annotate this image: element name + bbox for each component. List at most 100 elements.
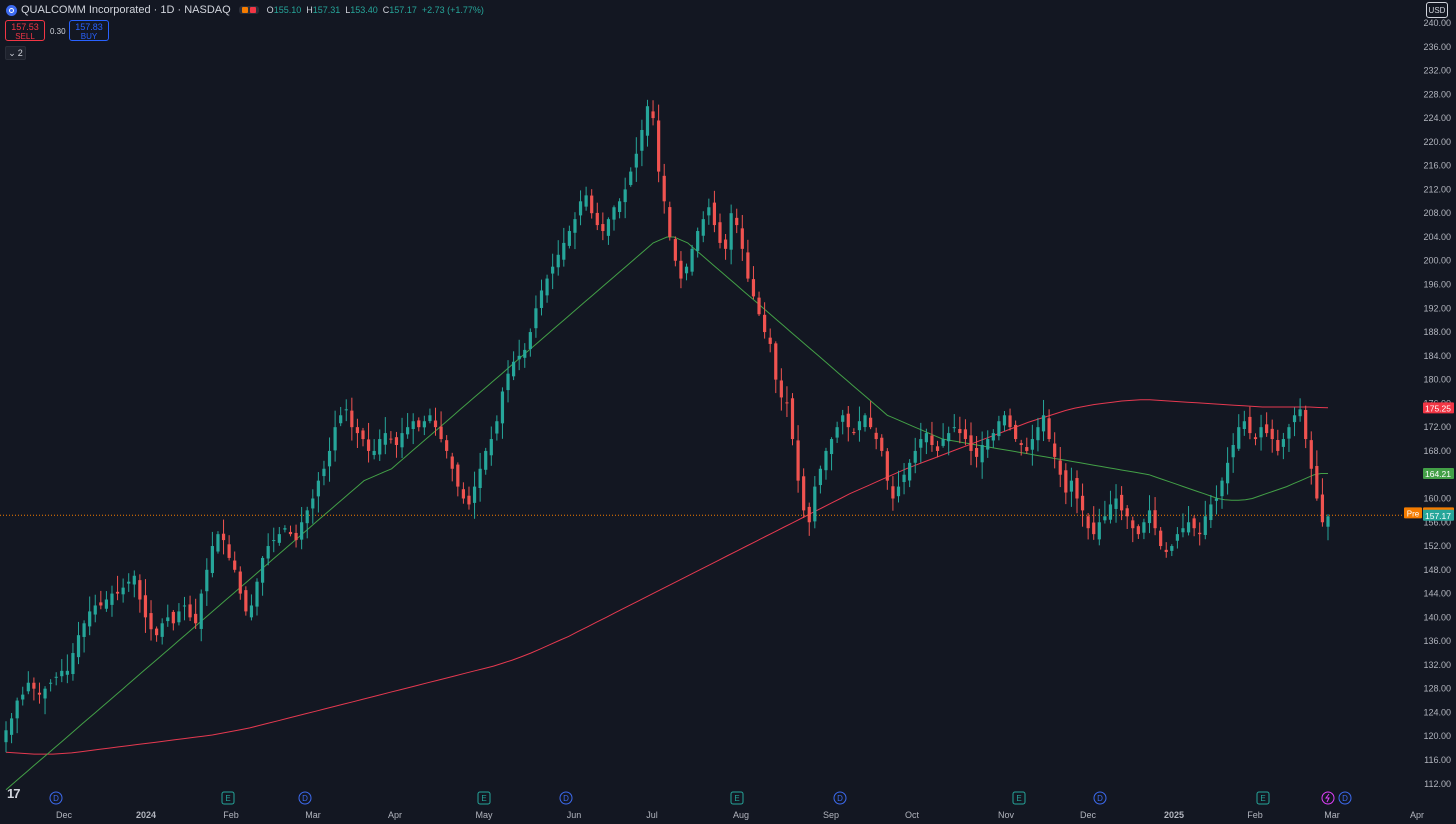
candle[interactable]	[32, 677, 36, 701]
candle[interactable]	[690, 244, 694, 276]
candle[interactable]	[1276, 429, 1280, 456]
candle[interactable]	[411, 413, 415, 445]
dividend-marker[interactable]: D	[1338, 791, 1352, 805]
candle[interactable]	[1304, 405, 1308, 449]
candle[interactable]	[1209, 495, 1213, 528]
candle[interactable]	[1326, 514, 1330, 541]
candle[interactable]	[210, 531, 214, 578]
candle[interactable]	[1047, 409, 1051, 442]
candle[interactable]	[88, 596, 92, 636]
candle[interactable]	[467, 486, 471, 510]
candle[interactable]	[1114, 484, 1118, 523]
candle[interactable]	[573, 212, 577, 250]
candle[interactable]	[601, 212, 605, 241]
candle[interactable]	[986, 430, 990, 458]
candle[interactable]	[835, 421, 839, 443]
time-axis[interactable]: Dec 2024 Feb Mar Apr May Jun Jul Aug Sep Oct Nov Dec…	[56, 810, 1424, 820]
candle[interactable]	[37, 682, 42, 704]
candle[interactable]	[339, 406, 343, 427]
candle[interactable]	[495, 415, 499, 441]
candle[interactable]	[316, 472, 320, 513]
candle[interactable]	[662, 163, 666, 214]
candle[interactable]	[311, 489, 315, 524]
candle[interactable]	[333, 410, 337, 462]
candle[interactable]	[115, 575, 120, 601]
candle[interactable]	[417, 417, 421, 432]
candle[interactable]	[1237, 414, 1241, 451]
candle[interactable]	[885, 448, 889, 490]
candle[interactable]	[383, 417, 387, 455]
candle[interactable]	[701, 211, 705, 243]
candle[interactable]	[1147, 495, 1152, 534]
candle[interactable]	[344, 399, 348, 422]
candle[interactable]	[824, 447, 828, 480]
candle[interactable]	[1231, 433, 1235, 473]
candle[interactable]	[43, 686, 47, 715]
candle[interactable]	[556, 240, 560, 276]
indicators-toggle[interactable]: ⌄ 2	[5, 46, 26, 60]
candle[interactable]	[15, 697, 19, 734]
candle[interactable]	[1309, 431, 1313, 485]
candle[interactable]	[1220, 477, 1224, 509]
candle[interactable]	[1136, 524, 1140, 539]
buy-button[interactable]: 157.83 BUY	[69, 20, 109, 41]
candle[interactable]	[428, 408, 432, 424]
candle[interactable]	[445, 435, 449, 459]
sell-button[interactable]: 157.53 SELL	[5, 20, 45, 41]
candle[interactable]	[952, 414, 956, 433]
candle[interactable]	[1159, 527, 1163, 550]
candle[interactable]	[110, 585, 114, 617]
candle[interactable]	[1041, 399, 1046, 442]
candle[interactable]	[629, 167, 633, 187]
candle[interactable]	[997, 415, 1001, 441]
candle[interactable]	[93, 594, 97, 623]
candle[interactable]	[634, 137, 638, 182]
candle[interactable]	[160, 618, 164, 645]
candle[interactable]	[668, 201, 672, 241]
candle[interactable]	[143, 579, 148, 633]
candle[interactable]	[60, 659, 64, 683]
candle[interactable]	[640, 119, 644, 167]
candle[interactable]	[696, 227, 700, 258]
candle[interactable]	[1080, 483, 1085, 527]
symbol-header[interactable]: QUALCOMM Incorporated · 1D · NASDAQ O155…	[6, 3, 489, 17]
symbol-title[interactable]: QUALCOMM Incorporated · 1D · NASDAQ	[21, 4, 231, 16]
candle[interactable]	[205, 558, 209, 606]
candle[interactable]	[852, 428, 856, 436]
candle[interactable]	[779, 368, 783, 411]
candle[interactable]	[104, 591, 109, 612]
candle[interactable]	[238, 566, 242, 600]
candle[interactable]	[65, 654, 69, 684]
candle[interactable]	[891, 476, 895, 511]
candles[interactable]	[4, 99, 1330, 753]
candle[interactable]	[233, 551, 237, 573]
earnings-marker[interactable]: E	[730, 791, 744, 805]
candle[interactable]	[300, 507, 304, 550]
candle[interactable]	[1253, 433, 1258, 446]
candle[interactable]	[132, 570, 136, 598]
candle[interactable]	[1265, 412, 1269, 437]
candle[interactable]	[266, 533, 270, 566]
candle[interactable]	[673, 236, 677, 267]
candle[interactable]	[1103, 500, 1107, 524]
candle[interactable]	[1164, 542, 1168, 558]
dividend-marker[interactable]: D	[833, 791, 847, 805]
candle[interactable]	[272, 527, 276, 553]
candle[interactable]	[389, 431, 393, 444]
candle[interactable]	[645, 99, 650, 147]
candle[interactable]	[796, 425, 800, 493]
currency-selector[interactable]: USD	[1426, 2, 1448, 18]
candle[interactable]	[461, 482, 466, 504]
candle[interactable]	[121, 578, 125, 603]
candle[interactable]	[355, 418, 360, 448]
candle[interactable]	[472, 471, 477, 519]
candle[interactable]	[935, 440, 940, 458]
candle[interactable]	[930, 421, 934, 452]
candle[interactable]	[49, 679, 53, 692]
price-tag[interactable]: 175.25	[1423, 402, 1454, 414]
candle[interactable]	[188, 595, 192, 621]
candle[interactable]	[1036, 417, 1040, 452]
candle[interactable]	[578, 190, 583, 226]
candle[interactable]	[439, 411, 443, 443]
candle[interactable]	[194, 598, 198, 630]
